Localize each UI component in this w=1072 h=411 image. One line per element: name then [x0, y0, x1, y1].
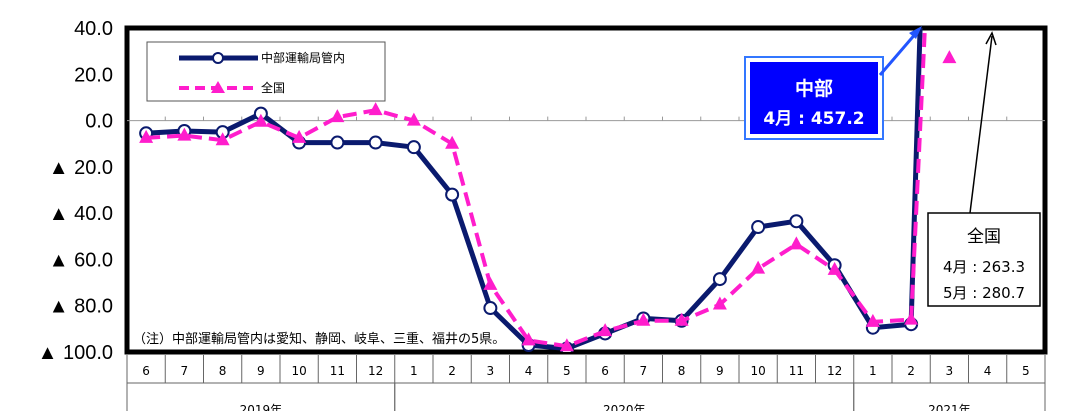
series-line-zenkoku: [145, 28, 927, 349]
year-label: 2019年: [240, 403, 283, 411]
x-tick-label: 8: [219, 364, 227, 378]
callout-zenkoku-title: 全国: [967, 227, 1001, 247]
y-tick-label: ▲ 100.0: [38, 342, 113, 364]
legend-label-zenkoku: 全国: [261, 80, 285, 95]
x-tick-label: 10: [291, 364, 306, 378]
x-tick-label: 11: [789, 364, 804, 378]
data-point-zenkoku: [445, 135, 460, 149]
x-tick-label: 6: [142, 364, 150, 378]
data-point-zenkoku: [674, 312, 689, 326]
legend-box: [146, 41, 386, 102]
legend-label-chubu: 中部運輸局管内: [261, 50, 345, 65]
callout-zenkoku-arrowhead: [985, 31, 997, 46]
series-group: [139, 28, 957, 352]
callout-chubu-arrow: [878, 31, 919, 76]
x-tick-label: 5: [563, 364, 571, 378]
data-point-chubu: [406, 140, 421, 155]
data-point-zenkoku: [636, 312, 651, 326]
callout-chubu-arrowhead: [909, 26, 922, 39]
callout-zenkoku-arrow: [969, 35, 993, 214]
legend-marker-zenkoku: [211, 81, 225, 93]
callout-chubu-title: 中部: [795, 77, 833, 100]
data-point-chubu: [445, 187, 460, 202]
data-point-zenkoku: [177, 127, 192, 141]
x-tick-label: 4: [525, 364, 533, 378]
data-point-chubu: [712, 272, 727, 287]
x-tick-label: 5: [1022, 364, 1030, 378]
data-point-zenkoku: [330, 109, 345, 123]
x-tick-label: 9: [716, 364, 724, 378]
x-tick-label: 12: [368, 364, 383, 378]
series-1: [139, 28, 957, 352]
data-point-zenkoku: [483, 276, 498, 290]
data-point-zenkoku: [598, 323, 613, 337]
y-tick-label: ▲ 60.0: [49, 249, 113, 271]
x-tick-label: 1: [410, 364, 418, 378]
data-point-zenkoku: [789, 236, 804, 250]
x-tick-label: 7: [181, 364, 189, 378]
y-tick-label: ▲ 40.0: [49, 203, 113, 225]
data-point-chubu: [789, 214, 804, 229]
callout-zenkoku-box: [927, 212, 1041, 307]
x-tick-label: 4: [984, 364, 992, 378]
data-point-chubu: [368, 135, 383, 150]
x-tick-label: 2: [448, 364, 456, 378]
data-point-chubu: [330, 135, 345, 150]
x-tick-label: 9: [257, 364, 265, 378]
data-point-zenkoku: [521, 332, 536, 346]
y-axis-ticks: 40.0 20.0 0.0 ▲ 20.0 ▲ 40.0 ▲ 60.0 ▲ 80.0 ▲ 100…: [38, 18, 113, 364]
data-point-chubu: [483, 301, 498, 316]
callout-zenkoku-line1: 4月 : 263.3: [943, 258, 1025, 276]
x-tick-label: 6: [601, 364, 609, 378]
legend-marker-chubu: [212, 52, 224, 64]
y-tick-label: 20.0: [74, 64, 113, 86]
x-tick-label: 12: [827, 364, 842, 378]
data-point-zenkoku: [139, 129, 154, 143]
data-point-zenkoku: [368, 102, 383, 116]
data-point-zenkoku: [215, 132, 230, 146]
data-point-zenkoku: [406, 112, 421, 126]
data-point-zenkoku: [865, 313, 880, 327]
x-tick-label: 11: [330, 364, 345, 378]
data-point-zenkoku: [904, 311, 919, 325]
data-point-zenkoku: [253, 113, 268, 127]
data-point-zenkoku: [751, 260, 766, 274]
callout-chubu-box: [750, 62, 878, 134]
x-tick-label: 3: [487, 364, 495, 378]
x-tick-label: 7: [640, 364, 648, 378]
year-label: 2020年: [603, 403, 646, 411]
x-tick-label: 1: [869, 364, 877, 378]
data-point-zenkoku: [942, 50, 957, 64]
y-tick-label: 40.0: [74, 18, 113, 40]
x-tick-label: 3: [946, 364, 954, 378]
data-point-chubu: [751, 220, 766, 235]
year-label: 2021年: [928, 403, 971, 411]
data-point-zenkoku: [827, 261, 842, 275]
y-tick-label: ▲ 80.0: [49, 296, 113, 318]
x-tick-label: 8: [678, 364, 686, 378]
callout-zenkoku-line2: 5月 : 280.7: [943, 284, 1025, 302]
data-point-zenkoku: [292, 129, 307, 143]
footnote: （注）中部運輸局管内は愛知、静岡、岐阜、三重、福井の5県。: [133, 331, 505, 347]
callout-chubu-value: 4月 : 457.2: [763, 109, 864, 129]
y-tick-label: 0.0: [85, 111, 113, 133]
y-tick-label: ▲ 20.0: [49, 157, 113, 179]
callout-chubu: 中部 4月 : 457.2: [744, 26, 922, 140]
x-tick-label: 10: [750, 364, 765, 378]
x-tick-label: 2: [907, 364, 915, 378]
callout-zenkoku: 全国 4月 : 263.3 5月 : 280.7: [927, 31, 1041, 307]
data-point-zenkoku: [559, 338, 574, 352]
data-point-zenkoku: [712, 296, 727, 310]
legend: 中部運輸局管内 全国: [146, 41, 386, 102]
